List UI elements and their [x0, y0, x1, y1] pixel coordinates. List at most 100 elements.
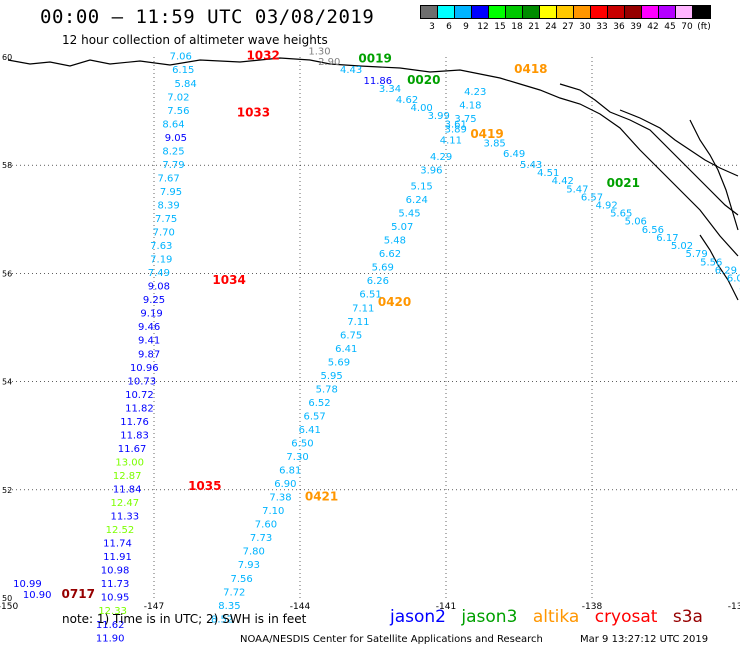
- wave-height-label: 9.05: [165, 133, 187, 144]
- scale-label: 39: [630, 22, 642, 32]
- wave-height-label: 11.84: [113, 485, 142, 496]
- wave-height-label: 13.00: [115, 457, 144, 468]
- scale-label: (ft): [697, 22, 711, 32]
- wave-height-label: 5.56: [700, 257, 722, 268]
- wave-height-label: 6.81: [279, 466, 301, 477]
- wave-height-label: 4.62: [396, 95, 418, 106]
- wave-height-label: 9.41: [138, 336, 160, 347]
- wave-height-values: 7.06 6.15 5.84 7.02 7.56 8.64 9.05 8.25 7.79 7.67…: [13, 46, 740, 644]
- wave-height-label: 5.69: [372, 263, 394, 274]
- legend-altika: altika: [532, 607, 580, 627]
- wave-height-label: 9.19: [140, 309, 162, 320]
- coastline-segment: [699, 234, 739, 301]
- wave-height-label: 10.98: [101, 566, 130, 577]
- wave-height-label: 6.57: [581, 192, 603, 203]
- wave-height-label: 4.00: [411, 103, 433, 114]
- pass-time-label: 1033: [237, 106, 270, 120]
- wave-height-label: 4.92: [595, 200, 617, 211]
- wave-height-label: 11.83: [120, 430, 149, 441]
- legend-s3a: s3a: [672, 607, 703, 627]
- pass-time-label: 0019: [358, 51, 391, 65]
- scale-label: 21: [528, 22, 540, 32]
- lon-tick-label: -150: [0, 602, 18, 612]
- wave-height-label: 7.30: [286, 452, 308, 463]
- wave-height-label: 7.56: [230, 574, 252, 585]
- wave-height-label: 7.93: [238, 560, 260, 571]
- pass-time-label: 1034: [212, 273, 245, 287]
- wave-height-label: 3.96: [420, 165, 442, 176]
- pass-time-label: 1035: [188, 479, 221, 493]
- wave-height-label: 12.87: [113, 471, 142, 482]
- wave-height-label: 12.33: [98, 606, 127, 617]
- wave-height-label: 11.90: [96, 633, 125, 644]
- wave-height-label: 9.25: [143, 295, 165, 306]
- wave-height-label: 5.79: [686, 249, 708, 260]
- wave-height-label: 4.43: [340, 65, 362, 76]
- lat-tick-label: 54: [2, 378, 12, 387]
- wave-height-label: 4.51: [537, 168, 559, 179]
- pass-time-label: 0421: [305, 490, 338, 504]
- wave-height-label: 6.24: [406, 195, 428, 206]
- wave-height-label: 10.99: [13, 579, 42, 590]
- lon-tick-label: -144: [290, 602, 311, 612]
- wave-height-label: 11.62: [96, 620, 125, 631]
- wave-height-label: 6.15: [172, 65, 194, 76]
- wave-height-label: 8.35: [218, 601, 240, 612]
- wave-height-label: 8.39: [157, 200, 179, 211]
- wave-height-label: 5.15: [411, 182, 433, 193]
- wave-height-label: 6.51: [359, 290, 381, 301]
- wave-height-label: 12.47: [110, 498, 139, 509]
- wave-height-label: 5.45: [398, 209, 420, 220]
- footnote: note: 1) Time is in UTC; 2) SWH is in fe…: [62, 612, 307, 626]
- wave-height-label: 5.43: [520, 160, 542, 171]
- wave-height-label: 7.06: [170, 52, 192, 63]
- wave-height-label: 11.33: [110, 512, 139, 523]
- wave-height-label: 4.11: [440, 136, 462, 147]
- scale-label: 45: [664, 22, 676, 32]
- scale-label: 70: [681, 22, 693, 32]
- wave-height-label: 11.73: [101, 579, 130, 590]
- wave-height-label: 3.89: [445, 125, 467, 136]
- lat-tick-label: 56: [2, 269, 12, 278]
- wave-height-label: 6.90: [274, 479, 296, 490]
- wave-height-label: 5.06: [625, 217, 647, 228]
- wave-height-label: 10.96: [130, 363, 159, 374]
- grid-lines: [8, 57, 738, 598]
- generated-timestamp: Mar 9 13:27:12 UTC 2019: [580, 634, 709, 645]
- wave-height-label: 3.61: [445, 119, 467, 130]
- credit-line: NOAA/NESDIS Center for Satellite Applica…: [240, 634, 543, 645]
- wave-height-label: 9.08: [148, 282, 170, 293]
- lat-tick-label: 58: [2, 161, 12, 170]
- scale-label: 30: [579, 22, 591, 32]
- wave-height-label: 5.07: [391, 222, 413, 233]
- lon-tick-label: -141: [436, 602, 456, 612]
- wave-height-label: 4.29: [430, 152, 452, 163]
- coastline-segment: [559, 83, 739, 216]
- axis-labels: -150 -147 -144 -141 -138 -135 60 58 56 54 52 50: [0, 53, 740, 612]
- wave-height-label: 7.49: [148, 268, 170, 279]
- scale-label: 3: [429, 22, 435, 32]
- scale-label: 42: [647, 22, 659, 32]
- wave-height-label: 9.87: [138, 349, 160, 360]
- scale-label: 27: [562, 22, 574, 32]
- scale-label: 6: [446, 22, 452, 32]
- wave-height-label: 11.91: [103, 552, 132, 563]
- wave-height-label: 7.95: [160, 187, 182, 198]
- coastline-segment: [619, 109, 739, 177]
- chart-subtitle: 12 hour collection of altimeter wave hei…: [62, 33, 328, 47]
- legend-jason2: jason2: [390, 607, 446, 627]
- pass-time-label: 0020: [407, 73, 440, 87]
- lat-tick-label: 60: [2, 53, 12, 62]
- wave-height-label: 4.18: [459, 100, 481, 111]
- wave-height-label: 8.52: [211, 614, 233, 625]
- wave-height-label: 7.80: [243, 547, 265, 558]
- pass-time-label: 0418: [514, 62, 547, 76]
- wave-height-label: 7.67: [157, 173, 179, 184]
- wave-height-label: 7.11: [347, 317, 369, 328]
- wave-height-label: 5.65: [610, 209, 632, 220]
- lon-tick-label: -147: [144, 602, 164, 612]
- wave-height-label: 7.38: [269, 493, 291, 504]
- lat-tick-label: 52: [2, 486, 12, 495]
- wave-height-label: 6.26: [367, 276, 389, 287]
